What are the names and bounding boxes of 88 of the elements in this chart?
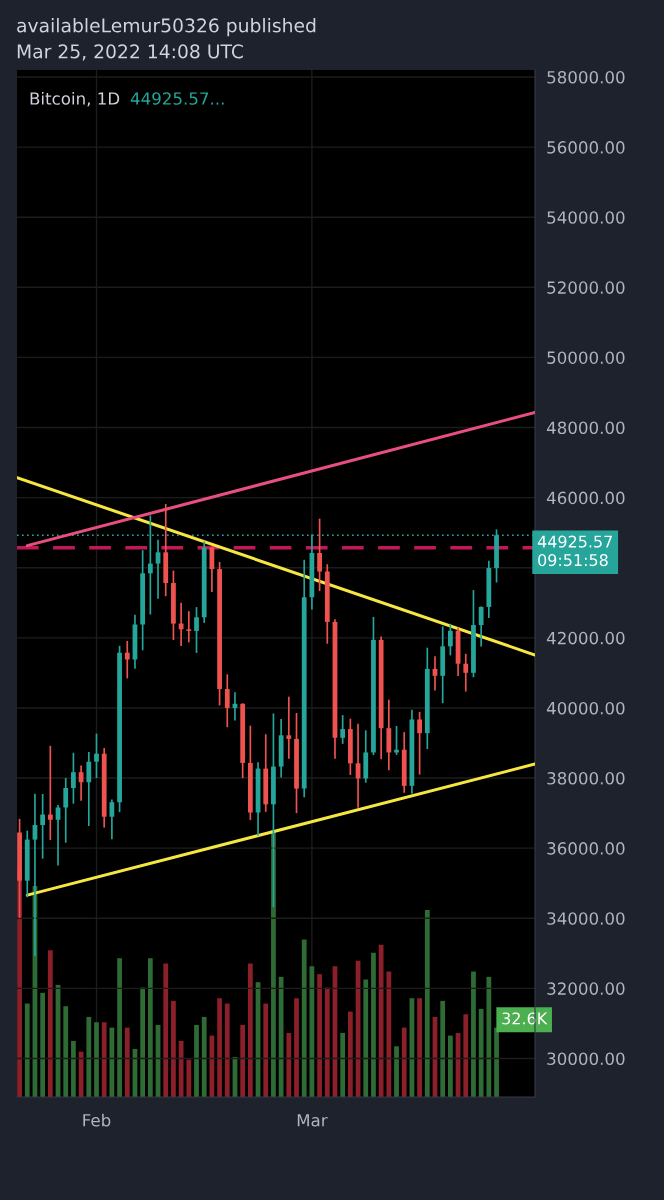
candlestick: [63, 777, 69, 844]
annotation: 44925.57...: [130, 92, 224, 105]
bar: [371, 952, 376, 1097]
y-tick-label: 50000.00: [547, 351, 625, 364]
bar: [140, 987, 146, 1097]
bar: [186, 1059, 192, 1097]
bar: [301, 939, 307, 1097]
bar: [278, 976, 284, 1097]
bar: [247, 963, 253, 1097]
y-tick-label: 46000.00: [546, 491, 625, 505]
bar: [109, 1027, 115, 1097]
bar: [94, 1022, 99, 1097]
candlestick: [340, 714, 346, 745]
bar: [201, 1016, 207, 1097]
candlestick: [286, 695, 292, 760]
bar: [40, 992, 46, 1097]
y-tick-label: 30000.00: [547, 1052, 625, 1066]
candlestick: [124, 640, 130, 680]
candlestick: [47, 744, 53, 841]
y-tick-label: 42000.00: [546, 631, 625, 645]
candlestick: [186, 610, 192, 644]
bar: [394, 1046, 399, 1097]
bar: [86, 1016, 92, 1097]
chart-title: availableLemur50326 published Mar 25, 2022 14:08 UTC: [17, 18, 316, 61]
candlestick: [478, 605, 484, 648]
x-tick-label: Mar: [297, 1114, 328, 1127]
bar: [340, 1032, 346, 1097]
bar: [178, 1040, 184, 1097]
y-tick-label: 58000.00: [547, 70, 625, 84]
bar: [147, 958, 153, 1097]
candlestick: [109, 798, 115, 841]
y-tick-label: 36000.00: [547, 842, 625, 855]
text: Bitcoin, 1D: [30, 91, 120, 107]
bar: [417, 998, 422, 1097]
bar: [171, 1000, 176, 1097]
bar: [194, 1024, 199, 1097]
y-tick-label: 56000.00: [547, 141, 625, 154]
bar: [117, 958, 122, 1097]
bar: [101, 1022, 107, 1097]
bar: [363, 979, 369, 1097]
bar: [486, 976, 492, 1097]
y-tick-label: 32000.00: [547, 982, 625, 995]
bar: [440, 1000, 446, 1097]
candlestick: [224, 673, 230, 729]
y-tick-label: 38000.00: [547, 772, 625, 785]
bar: [378, 944, 384, 1097]
bar: [294, 998, 299, 1097]
y-tick-label: 54000.00: [547, 211, 625, 224]
bar: [71, 1040, 76, 1097]
candlestick: [194, 606, 199, 654]
bar: [286, 1032, 292, 1097]
bar: [386, 971, 392, 1097]
bar: [163, 963, 169, 1097]
bar: [24, 1003, 30, 1097]
candlestick: [40, 793, 46, 860]
y-tick-label: 48000.00: [546, 421, 625, 435]
bar: [240, 1024, 246, 1097]
candlestick: [71, 751, 76, 805]
ref-line-label: 44925.57 09:51:58: [537, 535, 612, 567]
bar: [47, 950, 53, 1097]
candlestick: [447, 622, 453, 657]
bar: [217, 998, 222, 1097]
y-tick-label: 52000.00: [547, 281, 625, 294]
bar: [224, 1003, 230, 1097]
candlestick: [317, 517, 322, 592]
bar: [447, 1035, 453, 1097]
candlestick: [178, 601, 184, 647]
bar: [401, 1027, 407, 1097]
candlestick: [463, 652, 469, 693]
bar: [324, 987, 330, 1097]
y-tick-label: 40000.00: [546, 701, 625, 715]
bar: [424, 910, 430, 1097]
bar: [63, 1006, 69, 1097]
bar: [494, 1027, 499, 1097]
x-tick-label: Feb: [83, 1113, 111, 1127]
annotation: 32.6K: [502, 1012, 548, 1025]
bar: [271, 830, 276, 1097]
bar: [317, 974, 322, 1097]
bar: [478, 1008, 484, 1097]
bar: [124, 1027, 130, 1097]
bar: [471, 971, 476, 1097]
bar: [463, 1014, 469, 1097]
candlestick: [417, 711, 422, 776]
candlestick: [86, 751, 92, 827]
bar: [263, 1003, 269, 1097]
y-tick-label: 34000.00: [547, 912, 625, 925]
bar: [347, 1011, 353, 1097]
candlestick: [94, 732, 99, 779]
